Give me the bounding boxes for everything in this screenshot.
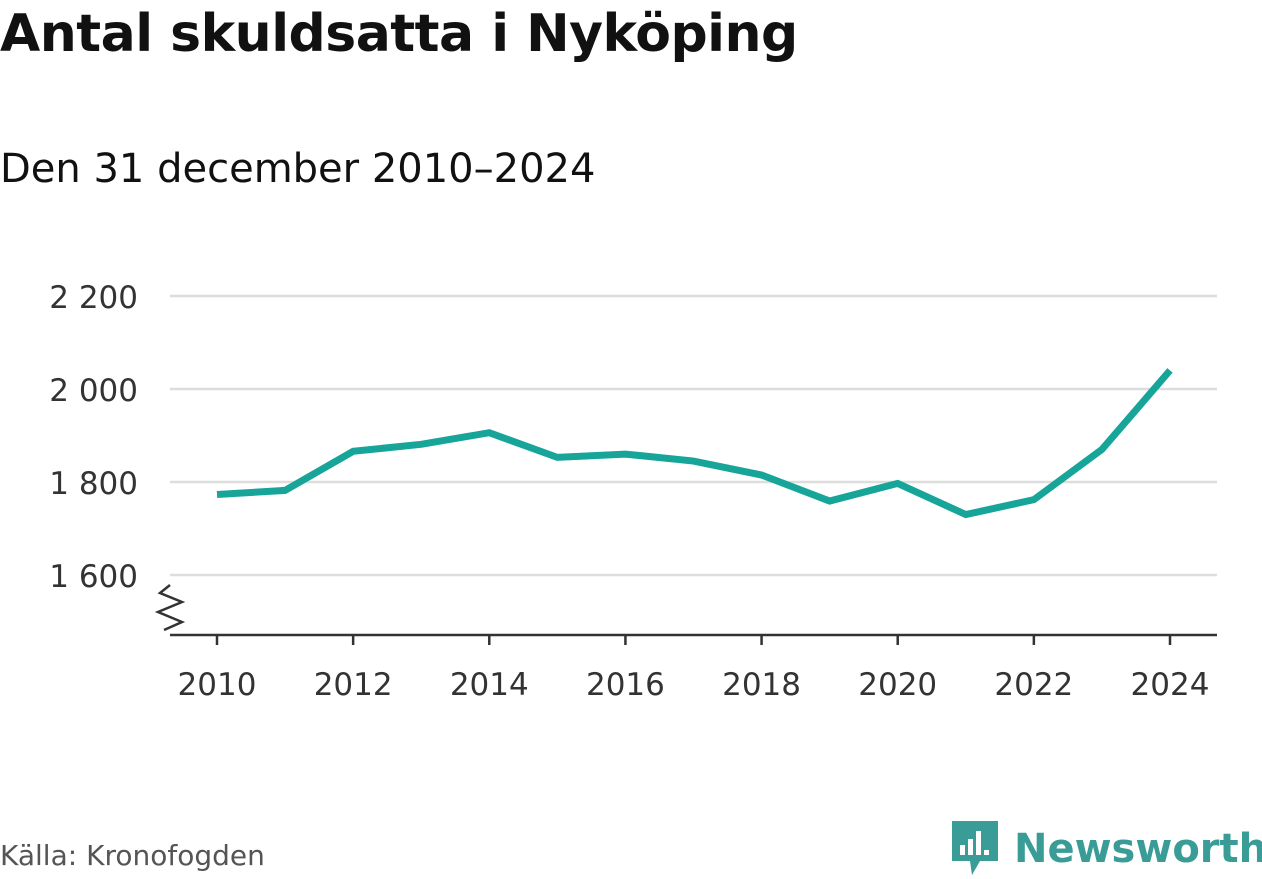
gridlines <box>170 294 1217 577</box>
x-tick-label: 2012 <box>314 667 393 703</box>
series-line <box>216 368 1173 519</box>
tick-labels: 1 600 1 800 2 000 2 200 2010 2012 2014 2016 2018… <box>49 280 1209 703</box>
x-tick-label: 2022 <box>994 667 1073 703</box>
chart-title: Antal skuldsatta i Nyköping <box>0 4 798 64</box>
chart-subtitle: Den 31 december 2010–2024 <box>0 146 596 192</box>
x-tick-label: 2018 <box>722 667 801 703</box>
source-note: Källa: Kronofogden <box>0 839 265 872</box>
series <box>216 368 1173 519</box>
y-tick-label: 2 000 <box>49 373 138 409</box>
newsworthy-logo-icon <box>952 821 998 875</box>
brand-logo: Newsworthy <box>950 819 1262 879</box>
x-tick-label: 2010 <box>178 667 257 703</box>
x-tick-label: 2020 <box>858 667 937 703</box>
axes <box>154 584 1217 645</box>
x-tick-label: 2016 <box>586 667 665 703</box>
axis-break-marker <box>154 584 186 632</box>
y-tick-label: 1 800 <box>49 466 138 502</box>
y-tick-label: 1 600 <box>49 559 138 595</box>
brand-name: Newsworthy <box>1014 826 1262 872</box>
x-tick-label: 2014 <box>450 667 529 703</box>
x-tick-label: 2024 <box>1131 667 1210 703</box>
y-tick-label: 2 200 <box>49 280 138 316</box>
